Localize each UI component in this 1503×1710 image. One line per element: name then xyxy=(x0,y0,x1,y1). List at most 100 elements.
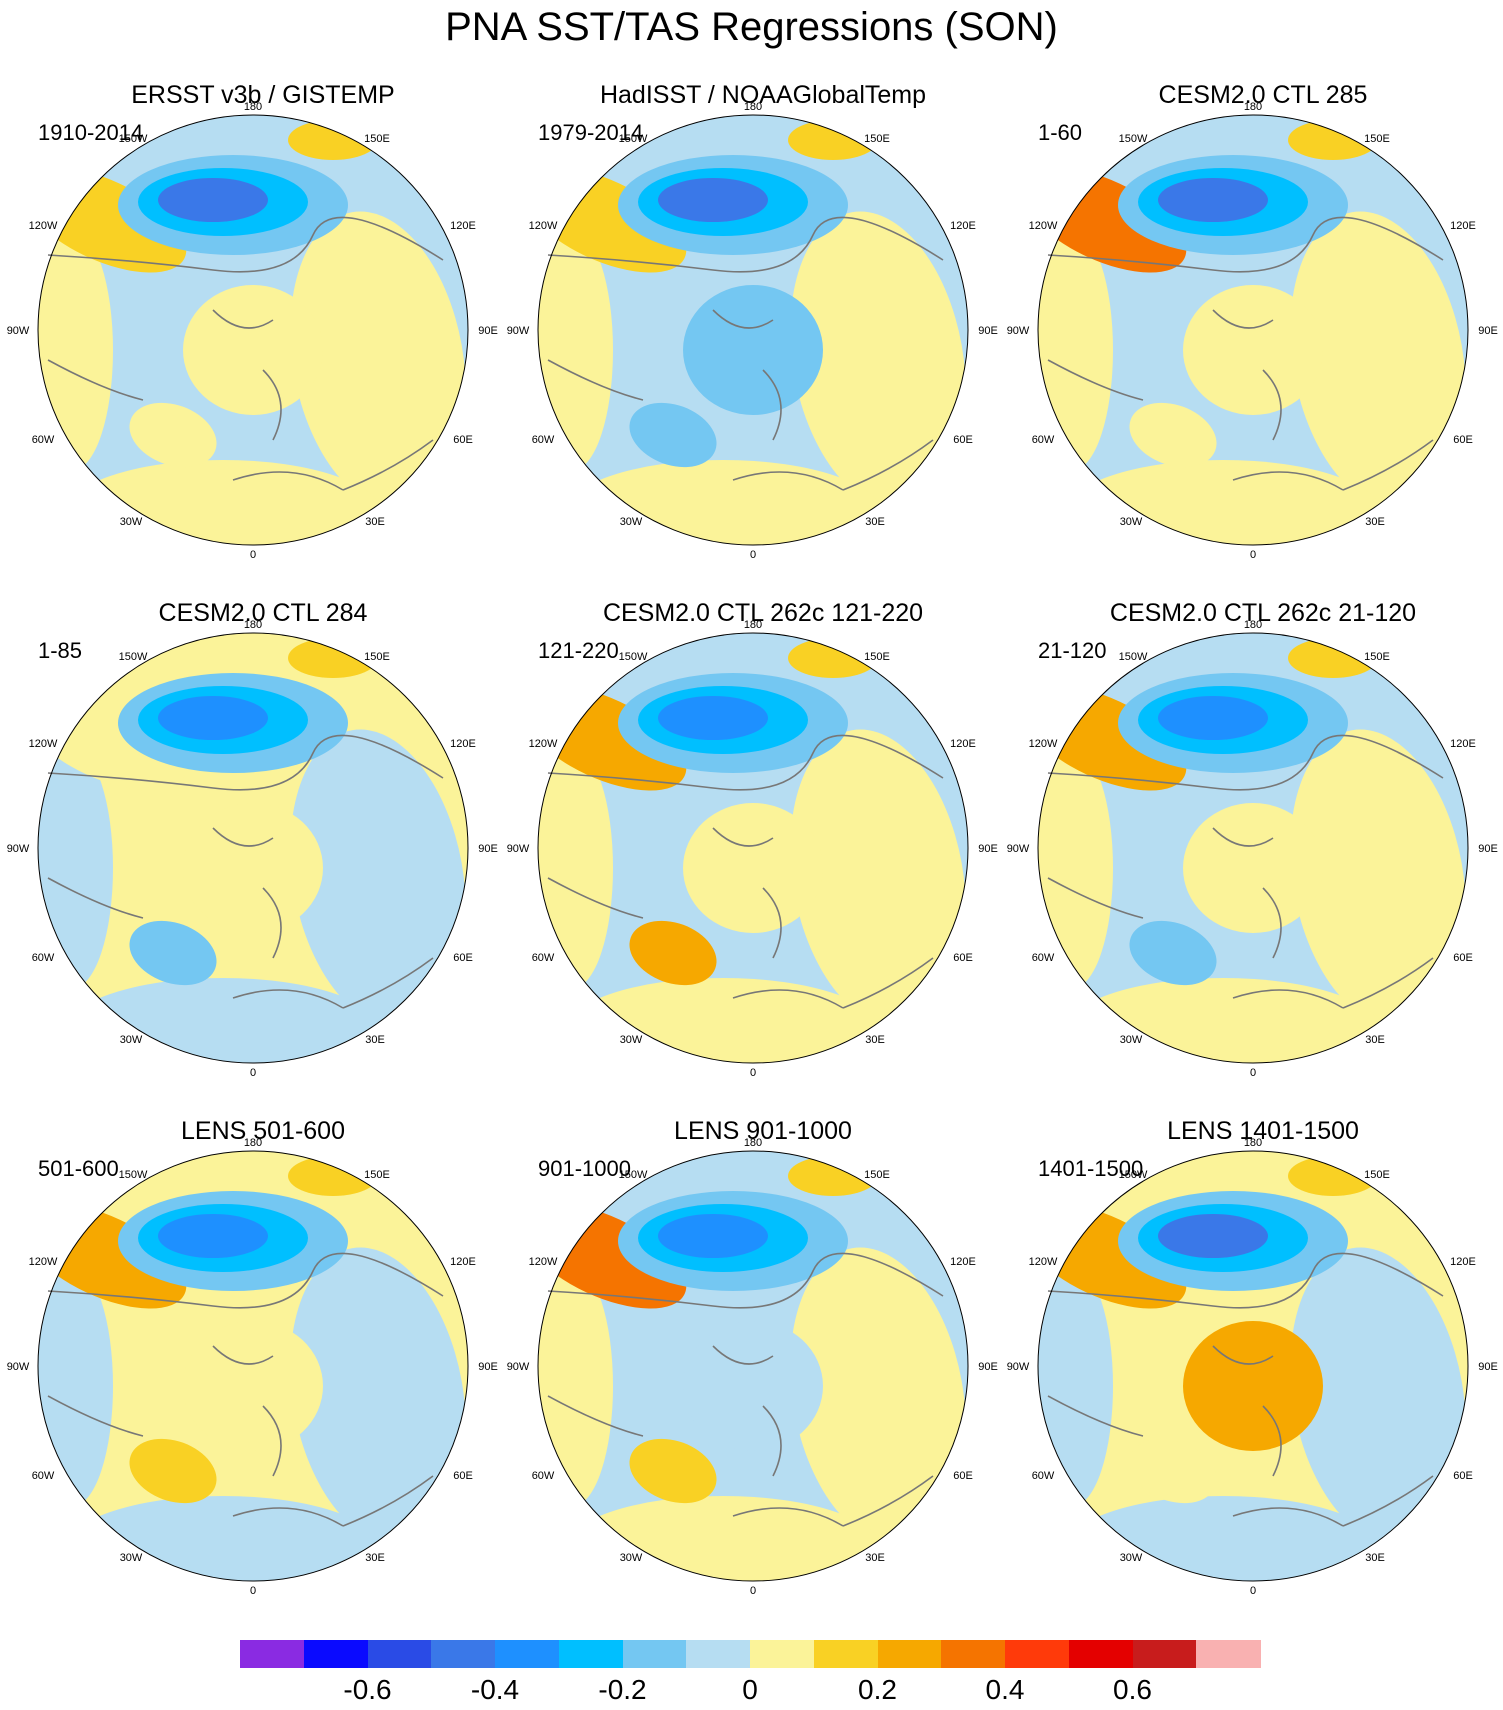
pacific-cold-core xyxy=(1158,178,1268,222)
coastlines xyxy=(1047,1252,1444,1527)
longitude-label: 30E xyxy=(865,1552,885,1564)
longitude-label: 30W xyxy=(1119,1034,1143,1046)
longitude-label: 30E xyxy=(865,516,885,528)
longitude-label: 30W xyxy=(1119,516,1143,528)
longitude-label: 60W xyxy=(31,434,55,446)
longitude-label: 60E xyxy=(953,1470,973,1482)
north-atlantic-anomaly xyxy=(1129,402,1217,468)
atlantic-anomaly xyxy=(1063,1496,1383,1581)
longitude-label: 120W xyxy=(528,738,558,750)
pacific-cold-core xyxy=(1158,1214,1268,1258)
north-atlantic-anomaly xyxy=(129,920,217,986)
arctic-anomaly xyxy=(683,803,823,933)
map-panel: HadISST / NOAAGlobalTemp 1979-2014 180 150W… xyxy=(507,80,998,600)
panel-period: 1-85 xyxy=(38,638,83,663)
panel-period: 501-600 xyxy=(38,1156,119,1181)
longitude-label: 150E xyxy=(1364,1169,1390,1181)
longitude-label: 120W xyxy=(528,1256,558,1268)
longitude-label: 120E xyxy=(1450,1256,1476,1268)
longitude-label: 120E xyxy=(450,1256,476,1268)
eurasia-anomaly xyxy=(290,1247,466,1545)
longitude-label: 30W xyxy=(619,516,643,528)
panel-period: 1-60 xyxy=(1038,120,1083,145)
map-border xyxy=(37,632,469,1064)
longitude-label: 30W xyxy=(619,1552,643,1564)
longitude-label: 180 xyxy=(243,619,263,631)
polar-map xyxy=(537,1150,969,1582)
longitude-label: 60W xyxy=(531,952,555,964)
longitude-label: 90E xyxy=(478,325,498,337)
longitude-label: 120E xyxy=(950,738,976,750)
pacific-cold-core xyxy=(658,696,768,740)
longitude-label: 90W xyxy=(1006,843,1030,855)
longitude-label: 60E xyxy=(953,434,973,446)
longitude-label: 90W xyxy=(506,1361,530,1373)
map-panel: LENS 501-600 501-600 180 150W 150E 120W 120E 90… xyxy=(7,1116,498,1636)
longitude-label: 120W xyxy=(1028,220,1058,232)
longitude-label: 150E xyxy=(864,133,890,145)
longitude-label: 90W xyxy=(506,843,530,855)
eurasia-anomaly xyxy=(790,211,966,509)
longitude-label: 30W xyxy=(119,1552,143,1564)
polar-map xyxy=(1037,114,1469,546)
map-panel: LENS 901-1000 901-1000 180 150W 150E 120W 120E… xyxy=(507,1116,998,1636)
longitude-label: 150E xyxy=(364,651,390,663)
atlantic-anomaly xyxy=(563,978,883,1063)
colorbar-swatch xyxy=(622,1640,687,1668)
longitude-label: 120W xyxy=(28,1256,58,1268)
longitude-label: 30W xyxy=(1119,1552,1143,1564)
longitude-label: 90E xyxy=(978,325,998,337)
panel-title: LENS 901-1000 xyxy=(674,1117,852,1145)
atlantic-anomaly xyxy=(63,460,383,545)
longitude-label: 150W xyxy=(618,651,648,663)
polar-map xyxy=(37,632,469,1064)
coastlines xyxy=(547,734,944,1009)
longitude-label: 90E xyxy=(478,843,498,855)
longitude-label: 120W xyxy=(28,220,58,232)
colorbar-swatch xyxy=(686,1640,751,1668)
colorbar-swatch xyxy=(813,1640,878,1668)
colorbar-tick-label: 0.6 xyxy=(1113,1674,1152,1705)
panel-period: 1910-2014 xyxy=(38,120,144,145)
colorbar-tick-label: 0 xyxy=(742,1674,758,1705)
north-atlantic-anomaly xyxy=(129,1438,217,1504)
longitude-label: 0 xyxy=(249,549,257,561)
colorbar-tick-label: 0.2 xyxy=(858,1674,897,1705)
map-border xyxy=(1037,632,1469,1064)
longitude-label: 90E xyxy=(1478,1361,1498,1373)
longitude-label: 150W xyxy=(618,133,648,145)
longitude-label: 120W xyxy=(1028,738,1058,750)
panel-title: LENS 1401-1500 xyxy=(1167,1117,1359,1145)
atlantic-anomaly xyxy=(63,978,383,1063)
panel-period: 1401-1500 xyxy=(1038,1156,1144,1181)
arctic-anomaly xyxy=(683,1321,823,1451)
colorbar-swatch xyxy=(1132,1640,1197,1668)
pacific-cold-core xyxy=(158,1214,268,1258)
panel-title: CESM2.0 CTL 262c 21-120 xyxy=(1109,599,1417,627)
longitude-label: 0 xyxy=(749,1585,757,1597)
eurasia-anomaly xyxy=(1290,1247,1466,1545)
longitude-label: 120E xyxy=(950,1256,976,1268)
arctic-anomaly xyxy=(183,1321,323,1451)
longitude-label: 180 xyxy=(1243,1137,1263,1149)
coastlines xyxy=(1047,216,1444,491)
map-border xyxy=(37,1150,469,1582)
polar-map xyxy=(537,632,969,1064)
colorbar-swatch xyxy=(431,1640,496,1668)
arctic-anomaly xyxy=(1183,1321,1323,1451)
longitude-label: 90E xyxy=(1478,325,1498,337)
longitude-label: 60W xyxy=(1031,1470,1055,1482)
north-atlantic-anomaly xyxy=(1129,1438,1217,1504)
longitude-label: 30E xyxy=(1365,1034,1385,1046)
longitude-label: 180 xyxy=(743,1137,763,1149)
map-border xyxy=(537,1150,969,1582)
panel-period: 121-220 xyxy=(538,638,619,663)
longitude-label: 60W xyxy=(531,1470,555,1482)
longitude-label: 0 xyxy=(249,1067,257,1079)
longitude-label: 180 xyxy=(743,619,763,631)
north-atlantic-anomaly xyxy=(629,402,717,468)
colorbar-tick-label: -0.6 xyxy=(343,1674,392,1705)
north-atlantic-anomaly xyxy=(1129,920,1217,986)
longitude-label: 60E xyxy=(1453,1470,1473,1482)
colorbar-swatch xyxy=(558,1640,623,1668)
